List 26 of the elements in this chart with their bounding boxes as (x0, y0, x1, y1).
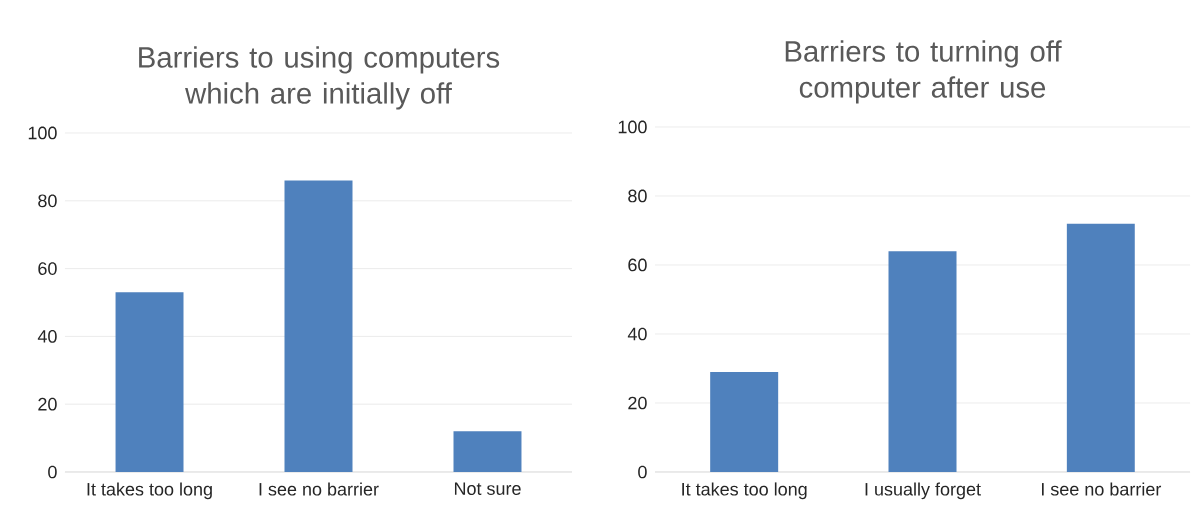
chart-title: Barriers to turning off computer after use (785, 40, 1062, 104)
x-tick-label: It takes too long (682, 482, 807, 500)
bar (1066, 223, 1135, 472)
y-tick-label: 80 (38, 194, 57, 208)
y-tick-label: 20 (628, 396, 647, 410)
y-tick-label: 0 (638, 465, 647, 479)
x-tick-label: I see no barrier (1041, 482, 1162, 496)
chart-title: Barriers to using computers which are initially off (139, 46, 500, 110)
y-tick-label: 40 (37, 330, 57, 343)
y-tick-label: 80 (628, 189, 647, 203)
x-tick-label: I see no barrier (259, 482, 379, 496)
y-tick-label: 0 (48, 465, 57, 479)
bar (888, 251, 957, 472)
y-tick-label: 60 (628, 258, 647, 272)
x-tick-label: It takes too long (87, 482, 212, 500)
y-tick-label: 100 (618, 120, 647, 134)
bar (710, 371, 779, 472)
y-tick-label: 40 (627, 327, 647, 341)
y-tick-label: 20 (38, 397, 57, 411)
x-tick-label: Not sure (454, 482, 521, 495)
bar (284, 180, 353, 472)
bar (453, 431, 522, 472)
x-tick-label: I usually forget (865, 482, 981, 500)
y-tick-label: 100 (28, 126, 57, 140)
bar (115, 292, 184, 472)
y-tick-label: 60 (38, 262, 57, 275)
